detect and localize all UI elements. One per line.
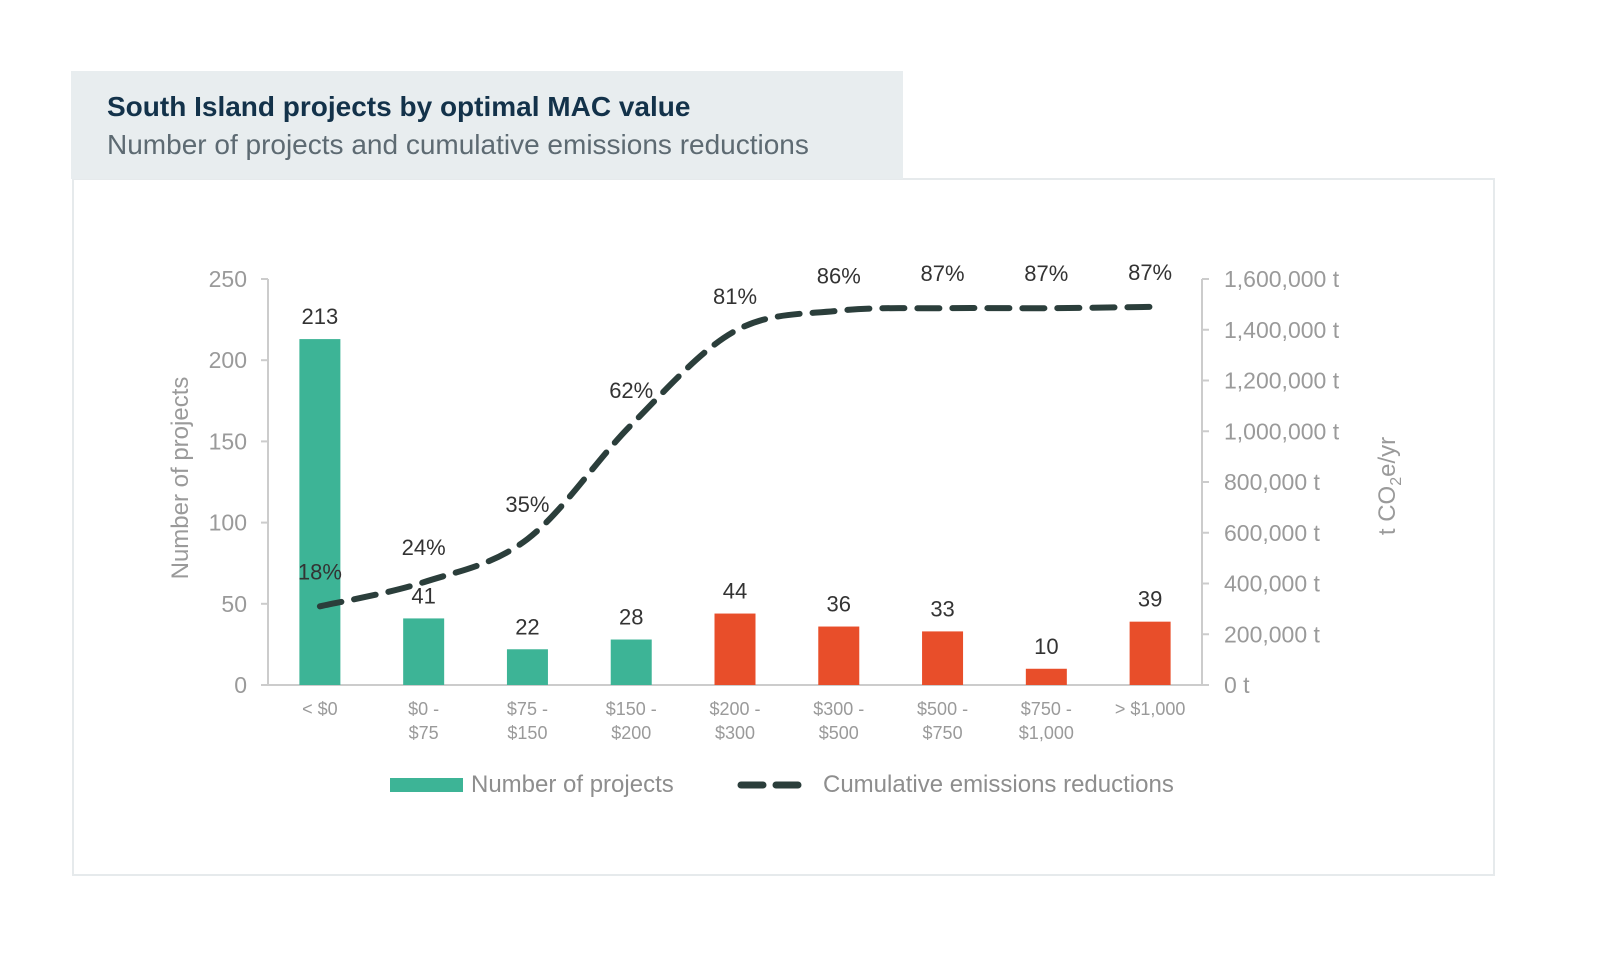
axes: 0 50 100 150 200 250 Number of projects 0 t 200,… (167, 266, 1405, 743)
bar (922, 631, 964, 685)
left-axis-title: Number of projects (167, 377, 194, 580)
left-tick-label: 250 (209, 266, 247, 292)
bars (299, 339, 1171, 685)
right-tick-label: 400,000 t (1224, 571, 1321, 597)
bar-value-label: 22 (515, 614, 539, 639)
bar (610, 639, 652, 685)
line-value-label: 35% (505, 492, 549, 517)
category-label: $0 - (408, 699, 439, 719)
bar (714, 613, 756, 685)
bar-value-label: 44 (723, 579, 747, 604)
right-tick-label: 1,200,000 t (1224, 368, 1340, 394)
category-label: $300 - (813, 699, 864, 719)
bar-value-label: 33 (930, 596, 954, 621)
right-tick-label: 600,000 t (1224, 520, 1321, 546)
right-tick-label: 800,000 t (1224, 469, 1321, 495)
left-tick-label: 100 (209, 510, 247, 536)
legend: Number of projects Cumulative emissions r… (390, 771, 1174, 798)
right-tick-label: 1,400,000 t (1224, 317, 1340, 343)
bar-value-label: 28 (619, 605, 643, 630)
right-tick-label: 1,600,000 t (1224, 266, 1340, 292)
category-label: $200 (611, 723, 651, 743)
category-label: $750 - (1021, 699, 1072, 719)
bar-value-label: 39 (1138, 587, 1162, 612)
line-value-label: 87% (1128, 260, 1172, 285)
category-label: $150 - (606, 699, 657, 719)
bar (506, 649, 548, 685)
cumulative-line-path (316, 303, 1154, 610)
right-axis-title: t CO2e/yr (1374, 437, 1405, 535)
right-tick-label: 200,000 t (1224, 621, 1321, 647)
line-value-label: 18% (298, 559, 342, 584)
bar (818, 626, 860, 685)
category-label: $75 - (507, 699, 548, 719)
right-tick-label: 1,000,000 t (1224, 418, 1340, 444)
line-value-label: 62% (609, 378, 653, 403)
bar (299, 339, 341, 685)
left-tick-label: 0 (234, 672, 247, 698)
category-label: $750 (923, 723, 963, 743)
bar-value-label: 36 (827, 592, 851, 617)
bar-value-label: 213 (302, 304, 339, 329)
legend-bar-swatch (390, 778, 463, 792)
data-labels: 213 41 22 28 44 36 33 10 39 18% 24% 35% 62% 81% 86% 87%… (298, 260, 1172, 659)
bar-value-label: 10 (1034, 634, 1058, 659)
line-value-label: 87% (921, 261, 965, 286)
category-label: $500 - (917, 699, 968, 719)
bar (403, 618, 445, 685)
bar (1129, 621, 1171, 685)
chart-subtitle: Number of projects and cumulative emissi… (107, 129, 809, 160)
left-tick-label: 50 (221, 591, 247, 617)
category-label: $75 (409, 723, 439, 743)
bar-value-label: 41 (411, 583, 435, 608)
title-box: South Island projects by optimal MAC val… (71, 71, 903, 179)
chart-title: South Island projects by optimal MAC val… (107, 91, 691, 122)
legend-bar-label: Number of projects (471, 771, 674, 798)
left-tick-label: 200 (209, 347, 247, 373)
right-tick-label: 0 t (1224, 672, 1250, 698)
legend-line-label: Cumulative emissions reductions (823, 771, 1174, 798)
line-value-label: 87% (1024, 261, 1068, 286)
cumulative-line (316, 303, 1154, 610)
category-label: $1,000 (1019, 723, 1074, 743)
category-label: $500 (819, 723, 859, 743)
category-label: $200 - (709, 699, 760, 719)
line-value-label: 81% (713, 284, 757, 309)
category-label: > $1,000 (1115, 699, 1186, 719)
category-label: < $0 (302, 699, 338, 719)
bar (1025, 668, 1067, 685)
line-value-label: 86% (817, 264, 861, 289)
line-value-label: 24% (402, 535, 446, 560)
category-label: $150 (507, 723, 547, 743)
left-tick-label: 150 (209, 428, 247, 454)
category-label: $300 (715, 723, 755, 743)
